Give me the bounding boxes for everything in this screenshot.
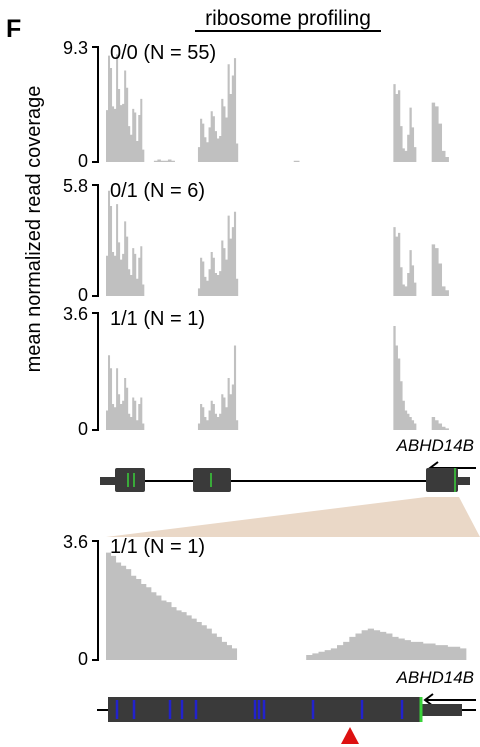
coverage-area xyxy=(106,355,145,430)
coverage-panels: 9.300/0 (N = 55)5.800/1 (N = 6)3.601/1 (… xyxy=(63,38,467,669)
utr-left xyxy=(100,477,116,485)
variant-marks xyxy=(115,700,404,719)
y-tick-max: 5.8 xyxy=(63,176,88,196)
zoom-connector xyxy=(106,497,480,537)
exon-1 xyxy=(115,468,145,492)
coverage-area xyxy=(293,160,300,162)
y-tick-max: 3.6 xyxy=(63,304,88,324)
coverage-panel: 3.6 0 1/1 (N = 1) xyxy=(63,304,449,439)
gene-model: ABHD14B xyxy=(100,436,476,515)
coverage-area xyxy=(393,326,417,430)
y-tick-max: 3.6 xyxy=(63,532,88,552)
genotype-label: 0/1 (N = 6) xyxy=(110,180,205,202)
exon-2 xyxy=(193,468,231,492)
y-axis xyxy=(92,312,99,431)
y-axis-label: mean normalized read coverage xyxy=(23,86,45,373)
y-axis xyxy=(92,184,99,297)
y-tick-max: 9.3 xyxy=(63,38,88,58)
genotype-label: 1/1 (N = 1) xyxy=(110,308,205,330)
coverage-area xyxy=(431,102,449,162)
gene-name-label-zoom: ABHD14B xyxy=(396,668,474,687)
coverage-area xyxy=(306,628,467,660)
exon-3 xyxy=(426,468,458,492)
coverage-area xyxy=(197,345,239,430)
coverage-area xyxy=(106,54,145,162)
coverage-area xyxy=(393,227,417,296)
snp-marker-zoom-icon xyxy=(341,727,359,744)
y-tick-zero: 0 xyxy=(78,649,88,669)
coverage-area xyxy=(393,84,417,162)
y-tick-zero: 0 xyxy=(78,285,88,305)
coverage-area xyxy=(106,190,145,296)
utr-right xyxy=(458,477,470,485)
y-tick-zero: 0 xyxy=(78,151,88,171)
coverage-panel: 9.3 0 0/0 (N = 55) xyxy=(63,38,449,171)
figure-title: ribosome profiling xyxy=(205,7,371,30)
coverage-area xyxy=(106,552,238,660)
coverage-panel: 3.6 0 1/1 (N = 1) xyxy=(63,532,467,669)
coverage-area xyxy=(431,244,449,296)
y-axis xyxy=(92,540,99,661)
y-tick-zero: 0 xyxy=(78,419,88,439)
genotype-label: 1/1 (N = 1) xyxy=(110,536,205,558)
panel-label: F xyxy=(6,15,21,43)
gene-name-label: ABHD14B xyxy=(396,436,474,455)
coverage-area xyxy=(197,211,239,296)
coverage-area xyxy=(431,417,449,430)
coverage-area xyxy=(197,58,239,163)
y-axis xyxy=(92,46,99,163)
genotype-label: 0/0 (N = 55) xyxy=(110,42,216,64)
coverage-area xyxy=(153,159,175,162)
coverage-panel: 5.8 0 0/1 (N = 6) xyxy=(63,176,449,305)
zoomed-gene-model: ABHD14B xyxy=(97,668,476,744)
zoom-utr xyxy=(420,704,462,716)
